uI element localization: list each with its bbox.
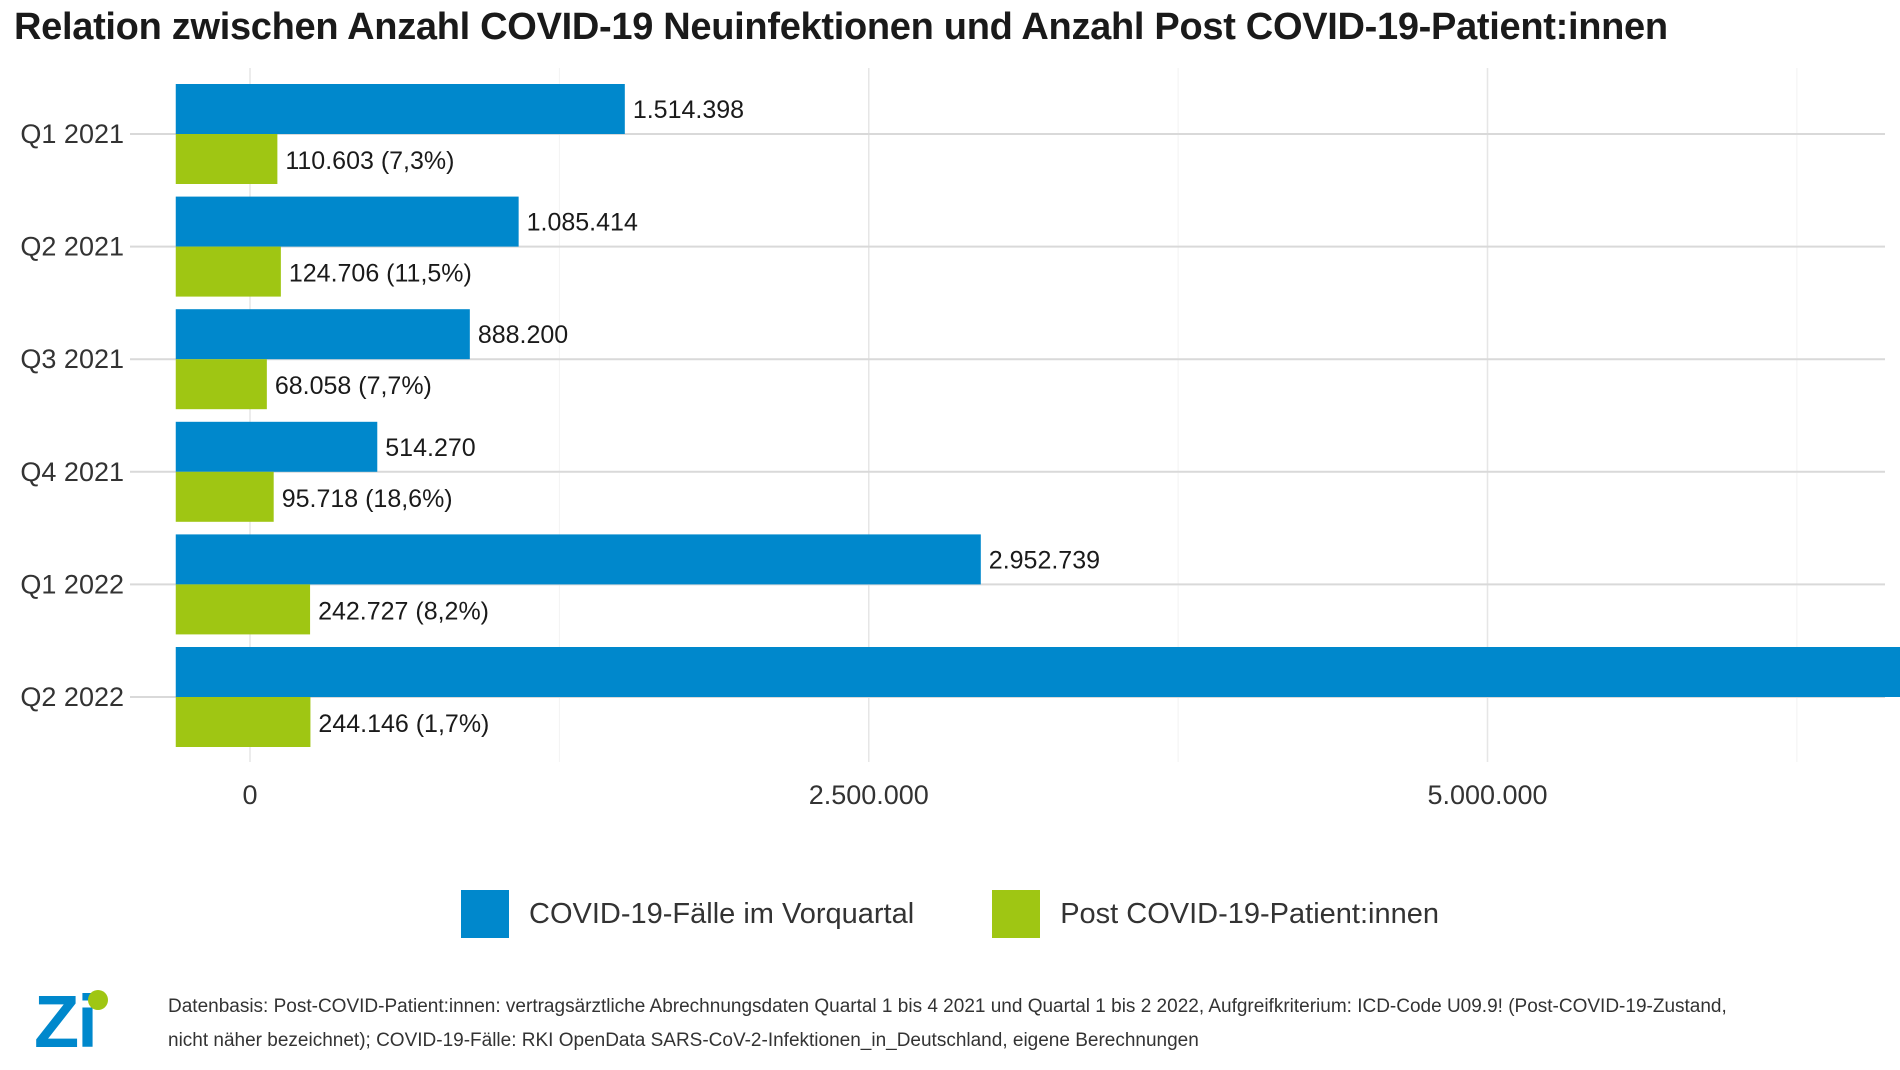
bar-cases-2	[175, 309, 470, 360]
legend: COVID-19-Fälle im Vorquartal Post COVID-…	[0, 890, 1900, 938]
bar-post-covid-0	[175, 134, 278, 184]
category-label-1: Q2 2021	[20, 232, 124, 262]
labels: Q1 2021 1.514.398 110.603 (7,3%) Q2 2021 1.0…	[20, 96, 1547, 810]
data-label-post-covid-1: 124.706 (11,5%)	[289, 260, 472, 288]
chart-title: Relation zwischen Anzahl COVID-19 Neuinf…	[14, 6, 1668, 48]
bar-post-covid-5	[175, 697, 311, 747]
category-label-2: Q3 2021	[20, 344, 124, 374]
x-tick-label-2: 5.000.000	[1427, 780, 1547, 810]
bar-post-covid-3	[175, 471, 274, 522]
data-label-cases-2: 888.200	[478, 321, 568, 349]
legend-swatch-post-covid	[992, 890, 1041, 938]
bars	[175, 84, 1900, 747]
data-label-post-covid-5: 244.146 (1,7%)	[318, 710, 489, 738]
zi-logo: Zi	[34, 980, 98, 1063]
bar-post-covid-2	[175, 359, 267, 410]
category-label-4: Q1 2022	[20, 569, 124, 599]
bar-cases-1	[175, 196, 519, 247]
legend-label-cases: COVID-19-Fälle im Vorquartal	[529, 897, 915, 930]
x-tick-label-0: 0	[242, 780, 257, 810]
data-label-post-covid-2: 68.058 (7,7%)	[275, 372, 432, 400]
category-label-5: Q2 2022	[20, 682, 124, 712]
legend-label-post-covid: Post COVID-19-Patient:innen	[1060, 897, 1439, 930]
category-label-3: Q4 2021	[20, 457, 124, 487]
legend-item-post-covid: Post COVID-19-Patient:innen	[992, 890, 1439, 938]
bar-cases-5	[175, 647, 1900, 697]
logo-dot	[88, 990, 108, 1010]
data-label-cases-3: 514.270	[385, 434, 475, 462]
bar-chart: Q1 2021 1.514.398 110.603 (7,3%) Q2 2021 1.0…	[20, 68, 1900, 810]
bar-cases-4	[175, 534, 981, 585]
data-label-cases-0: 1.514.398	[633, 96, 744, 124]
bar-cases-3	[175, 421, 378, 472]
x-tick-label-1: 2.500.000	[809, 780, 929, 810]
data-label-post-covid-3: 95.718 (18,6%)	[282, 485, 453, 513]
legend-swatch-cases	[461, 890, 509, 938]
source-note: Datenbasis: Post-COVID-Patient:innen: ve…	[168, 996, 1727, 1051]
category-label-0: Q1 2021	[20, 119, 124, 149]
data-label-post-covid-4: 242.727 (8,2%)	[318, 597, 489, 625]
bar-cases-0	[175, 84, 625, 134]
data-label-cases-1: 1.085.414	[527, 209, 638, 237]
data-label-cases-4: 2.952.739	[989, 546, 1100, 574]
bar-post-covid-4	[175, 584, 311, 635]
legend-item-cases: COVID-19-Fälle im Vorquartal	[461, 890, 914, 938]
data-label-post-covid-0: 110.603 (7,3%)	[285, 147, 454, 175]
bar-post-covid-1	[175, 246, 281, 297]
